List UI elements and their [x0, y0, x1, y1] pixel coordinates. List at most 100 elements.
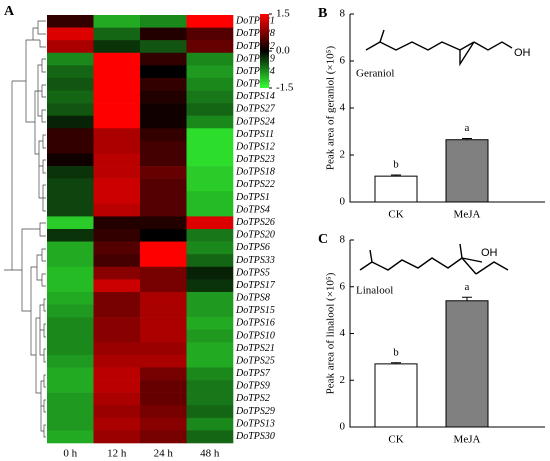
significance-letter: a	[465, 122, 470, 134]
y-tick-label: 2	[340, 374, 346, 386]
heatmap-cell	[186, 77, 234, 91]
y-tick-label: 2	[340, 149, 346, 161]
heatmap-cell	[93, 216, 141, 230]
heatmap-cell	[186, 140, 234, 154]
y-tick-label: 8	[340, 8, 346, 20]
heatmap-cell	[186, 229, 234, 242]
error-bar	[391, 362, 401, 364]
heatmap-cell	[186, 178, 234, 192]
heatmap-cell	[186, 417, 234, 431]
heatmap-cell	[47, 103, 94, 117]
heatmap-cell	[47, 77, 94, 91]
column-label: 48 h	[200, 448, 220, 460]
row-label: DoTPS17	[235, 280, 276, 291]
heatmap-cell	[140, 178, 187, 192]
row-label: DoTPS24	[235, 116, 275, 127]
heatmap-cell	[140, 52, 187, 66]
heatmap-cell	[186, 103, 234, 117]
heatmap-cell	[93, 241, 141, 255]
heatmap-cell	[47, 166, 94, 179]
hydroxyl-label: OH	[514, 47, 531, 59]
row-label: DoTPS15	[235, 305, 275, 316]
heatmap-cell	[140, 329, 187, 343]
heatmap-cell	[93, 178, 141, 192]
heatmap-cell	[47, 178, 94, 192]
heatmap-cell	[140, 166, 187, 179]
row-label: DoTPS22	[235, 179, 275, 190]
heatmap-cell	[186, 52, 234, 66]
heatmap-cell	[47, 229, 94, 242]
heatmap-cell	[47, 304, 94, 318]
heatmap-cell	[47, 405, 94, 419]
heatmap-cell	[93, 304, 141, 318]
heatmap-cell	[140, 279, 187, 293]
heatmap-cell	[47, 354, 94, 368]
row-label: DoTPS6	[235, 242, 270, 253]
row-label: DoTPS13	[235, 418, 275, 429]
row-label: DoTPS32	[235, 41, 275, 52]
heatmap-cell	[186, 291, 234, 305]
bar	[445, 139, 489, 203]
heatmap-cell	[186, 405, 234, 419]
row-label: DoTPS26	[235, 217, 275, 228]
heatmap-cell	[93, 15, 141, 28]
y-tick-label: 8	[340, 234, 346, 246]
heatmap-cell	[93, 191, 141, 205]
heatmap-cell	[47, 329, 94, 343]
heatmap-cell	[186, 166, 234, 179]
heatmap-cell	[93, 90, 141, 104]
heatmap-cell	[47, 342, 94, 356]
heatmap-cell	[140, 367, 187, 381]
heatmap-cell	[47, 241, 94, 255]
row-label: DoTPS4	[235, 204, 270, 215]
row-label: DoTPS12	[235, 141, 275, 152]
heatmap-cell	[186, 203, 234, 217]
linalool-structure	[359, 243, 509, 275]
heatmap-cell	[47, 291, 94, 305]
heatmap-cell	[93, 40, 141, 54]
heatmap-cell	[140, 430, 187, 444]
row-label: DoTPS16	[235, 318, 275, 329]
x-tick-label: CK	[388, 434, 403, 446]
heatmap-cell	[140, 203, 187, 217]
x-tick-label: MeJA	[454, 209, 481, 221]
heatmap-cell	[186, 392, 234, 406]
row-label: DoTPS14	[235, 91, 275, 102]
heatmap-cell	[186, 90, 234, 104]
heatmap-cell	[93, 254, 141, 268]
heatmap-cell	[93, 103, 141, 117]
heatmap-cell	[186, 191, 234, 205]
heatmap-cell	[186, 380, 234, 393]
panel-label: A	[4, 4, 15, 19]
heatmap-cell	[93, 405, 141, 419]
y-axis-label: Peak area of linalool (×10⁵)	[325, 272, 337, 394]
heatmap-cell	[140, 15, 187, 28]
heatmap-cell	[47, 367, 94, 381]
row-label: DoTPS3	[235, 79, 270, 90]
heatmap-cell	[186, 342, 234, 356]
heatmap-cell	[47, 380, 94, 393]
heatmap-cell	[186, 115, 234, 129]
row-label: DoTPS10	[235, 330, 275, 341]
heatmap-cell	[186, 304, 234, 318]
heatmap-cell	[186, 266, 234, 280]
panel-label: B	[318, 6, 327, 21]
heatmap-cell	[140, 27, 187, 41]
y-tick-label: 4	[340, 327, 346, 339]
heatmap-cell	[186, 153, 234, 167]
row-label: DoTPS30	[235, 431, 275, 442]
heatmap-cell	[186, 430, 234, 444]
error-bar	[462, 296, 472, 301]
heatmap-cell	[140, 115, 187, 129]
heatmap-cell	[93, 417, 141, 431]
heatmap-cell	[47, 317, 94, 331]
heatmap-cell	[93, 392, 141, 406]
error-bar	[391, 174, 401, 177]
heatmap-cell	[93, 380, 141, 393]
heatmap-cell	[47, 417, 94, 431]
heatmap-cell	[47, 266, 94, 280]
dendrogram	[4, 20, 46, 438]
heatmap-cell	[186, 254, 234, 268]
row-label: DoTPS23	[235, 154, 275, 165]
